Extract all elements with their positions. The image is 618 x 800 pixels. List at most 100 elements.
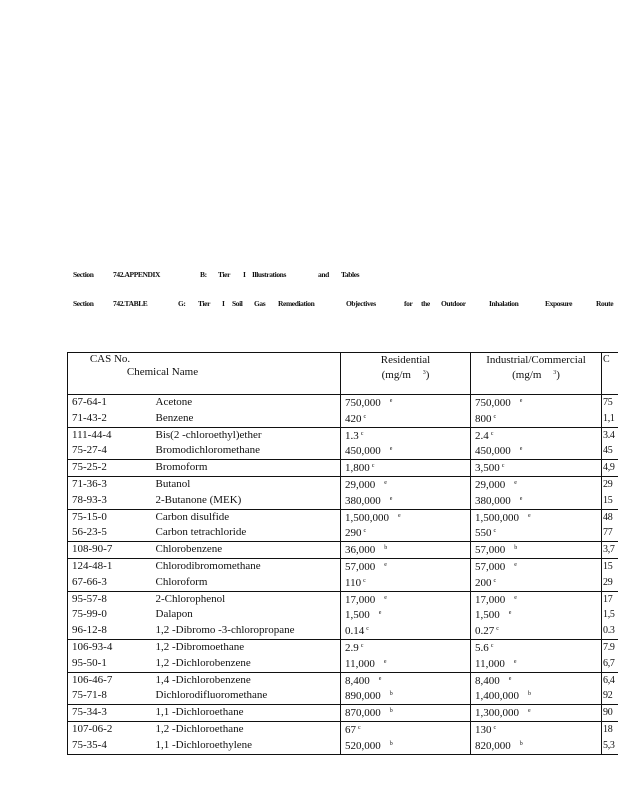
residential-cell: 290 c — [340, 525, 471, 542]
footnote-marker: c — [371, 463, 375, 470]
heading-word: Exposure — [545, 299, 573, 308]
residential-cell-value: 110 — [345, 576, 362, 589]
chemical-name-cell: 1,2 -Dibromo -3-chloropropane — [151, 623, 341, 640]
industrial-cell-value: 800 — [475, 412, 492, 425]
cas-number-cell-value: 75-15-0 — [72, 510, 107, 523]
residential-cell: 890,000 b — [340, 688, 471, 705]
footnote-marker: c — [360, 430, 364, 437]
header-cas: CAS No. — [89, 353, 131, 365]
table-row: 124-48-1 Chlorodibromomethane 57,000 e 57,00… — [67, 557, 618, 575]
footnote-marker: b — [389, 708, 393, 715]
heading-word: Soil — [232, 299, 243, 308]
table-row: 75-15-0 Carbon disulfide 1,500,000 e 1,500,0… — [67, 508, 618, 526]
footnote-marker: e — [384, 479, 387, 486]
chemical-name-cell-value: Bromoform — [155, 461, 208, 474]
cas-number-cell: 56-23-5 — [67, 525, 152, 542]
col4-cell: 15 — [601, 557, 618, 575]
col4-cell: 7.9 — [601, 638, 618, 656]
residential-cell: 8,400 e — [340, 671, 471, 689]
footnote-marker: e — [384, 594, 387, 601]
chemical-name-cell: Butanol — [151, 475, 341, 493]
footnote-marker: e — [389, 398, 393, 404]
industrial-cell: 8,400 e — [470, 671, 602, 689]
cas-number-cell: 71-43-2 — [67, 410, 152, 428]
chemical-name-cell: 1,2 -Dichlorobenzene — [151, 655, 341, 673]
industrial-cell-value: 11,000 — [475, 657, 505, 670]
footnote-marker: e — [389, 446, 393, 453]
cas-number-cell-value: 108-90-7 — [72, 543, 113, 556]
header-industrial-unit: (mg/m — [512, 369, 542, 381]
chemical-name-cell-value: Carbon disulfide — [155, 510, 230, 523]
col4-cell: 92 — [601, 688, 618, 705]
residential-cell: 1,500 e — [340, 607, 471, 624]
heading-word: Gas — [254, 299, 266, 308]
heading-word: and — [318, 270, 329, 279]
chemical-name-cell: Carbon disulfide — [151, 508, 341, 526]
col4-cell-value: 5,3 — [603, 739, 615, 751]
industrial-cell-value: 200 — [475, 576, 492, 589]
industrial-cell: 17,000 e — [470, 590, 602, 608]
table-row: 75-25-2 Bromoform 1,800 c 3,500 c 4,9 — [67, 459, 618, 477]
industrial-cell: 1,400,000 b — [470, 688, 602, 705]
residential-cell: 29,000 e — [340, 475, 471, 493]
chemical-name-cell-value: 1,4 -Dichlorobenzene — [155, 673, 251, 686]
industrial-cell-value: 820,000 — [475, 739, 511, 752]
unit-superscript: 3 — [422, 370, 426, 376]
footnote-marker: c — [363, 577, 366, 584]
chemical-name-cell: Chlorobenzene — [151, 541, 341, 559]
cas-number-cell-value: 75-27-4 — [72, 444, 107, 457]
table-row: 75-35-4 1,1 -Dichloroethylene 520,000 b 820,… — [67, 737, 618, 755]
residential-cell-value: 380,000 — [345, 494, 381, 507]
col4-cell-value: 75 — [603, 397, 613, 408]
heading-word: Tier — [198, 299, 211, 308]
industrial-cell: 450,000 e — [470, 443, 602, 460]
col4-cell-value: 29 — [603, 478, 613, 490]
table-header-row: CAS No.Chemical Name Residential (mg/m 3)… — [67, 352, 618, 395]
chemical-name-cell-value: Benzene — [155, 411, 194, 424]
chemical-name-cell: Dichlorodifluoromethane — [151, 688, 341, 705]
header-chemical-name: Chemical Name — [126, 366, 199, 378]
header-industrial-label: Industrial/Commercial — [486, 354, 586, 366]
col4-cell: 15 — [601, 492, 618, 510]
col4-cell-value: 7.9 — [603, 641, 615, 653]
industrial-cell: 1,300,000 e — [470, 704, 602, 722]
cas-number-cell: 106-46-7 — [67, 671, 152, 689]
residential-cell: 57,000 e — [340, 557, 471, 575]
footnote-marker: b — [389, 691, 393, 698]
footnote-marker: b — [389, 740, 393, 747]
residential-cell-value: 36,000 — [345, 544, 376, 557]
table-row: 75-99-0 Dalapon 1,500 e 1,500 e 1,5 — [67, 607, 618, 624]
heading-word: Tier — [218, 270, 231, 279]
footnote-marker: e — [508, 675, 512, 682]
residential-cell-value: 67 — [345, 723, 356, 736]
footnote-marker: c — [496, 626, 499, 633]
industrial-cell-value: 750,000 — [475, 397, 511, 409]
header-industrial: Industrial/Commercial (mg/m 3) — [470, 352, 602, 395]
heading-word: Inhalation — [489, 299, 519, 308]
chemical-name-cell: Dalapon — [151, 607, 341, 624]
industrial-cell-value: 0.27 — [475, 625, 495, 638]
cas-number-cell-value: 106-46-7 — [72, 673, 113, 686]
footnote-marker: c — [490, 430, 494, 437]
col4-cell: 29 — [601, 475, 618, 493]
heading-word: B: — [200, 270, 207, 279]
cas-number-cell-value: 106-93-4 — [72, 640, 113, 653]
footnote-marker: e — [378, 610, 382, 617]
footnote-marker: b — [528, 691, 531, 698]
cas-number-cell: 75-25-2 — [67, 459, 152, 477]
cas-name-header: CAS No.Chemical Name — [67, 352, 341, 395]
cas-number-cell-value: 71-43-2 — [72, 411, 107, 424]
cas-number-cell: 71-36-3 — [67, 475, 152, 493]
table-row: 75-71-8 Dichlorodifluoromethane 890,000 b 1,… — [67, 688, 618, 705]
residential-cell: 2.9 c — [340, 638, 471, 656]
footnote-marker: c — [493, 528, 497, 535]
table-row: 78-93-3 2-Butanone (MEK) 380,000 e 380,000 e 1… — [67, 492, 618, 510]
chemical-name-cell-value: Dichlorodifluoromethane — [155, 689, 268, 702]
col4-cell-value: 77 — [603, 527, 613, 539]
cas-number-cell-value: 75-71-8 — [72, 689, 107, 702]
residential-cell-value: 57,000 — [345, 560, 376, 573]
chemical-name-cell: Bromoform — [151, 459, 341, 477]
col4-cell: 1,5 — [601, 607, 618, 624]
unit-superscript: 3 — [553, 370, 557, 376]
industrial-cell-value: 1,500,000 — [475, 511, 519, 524]
